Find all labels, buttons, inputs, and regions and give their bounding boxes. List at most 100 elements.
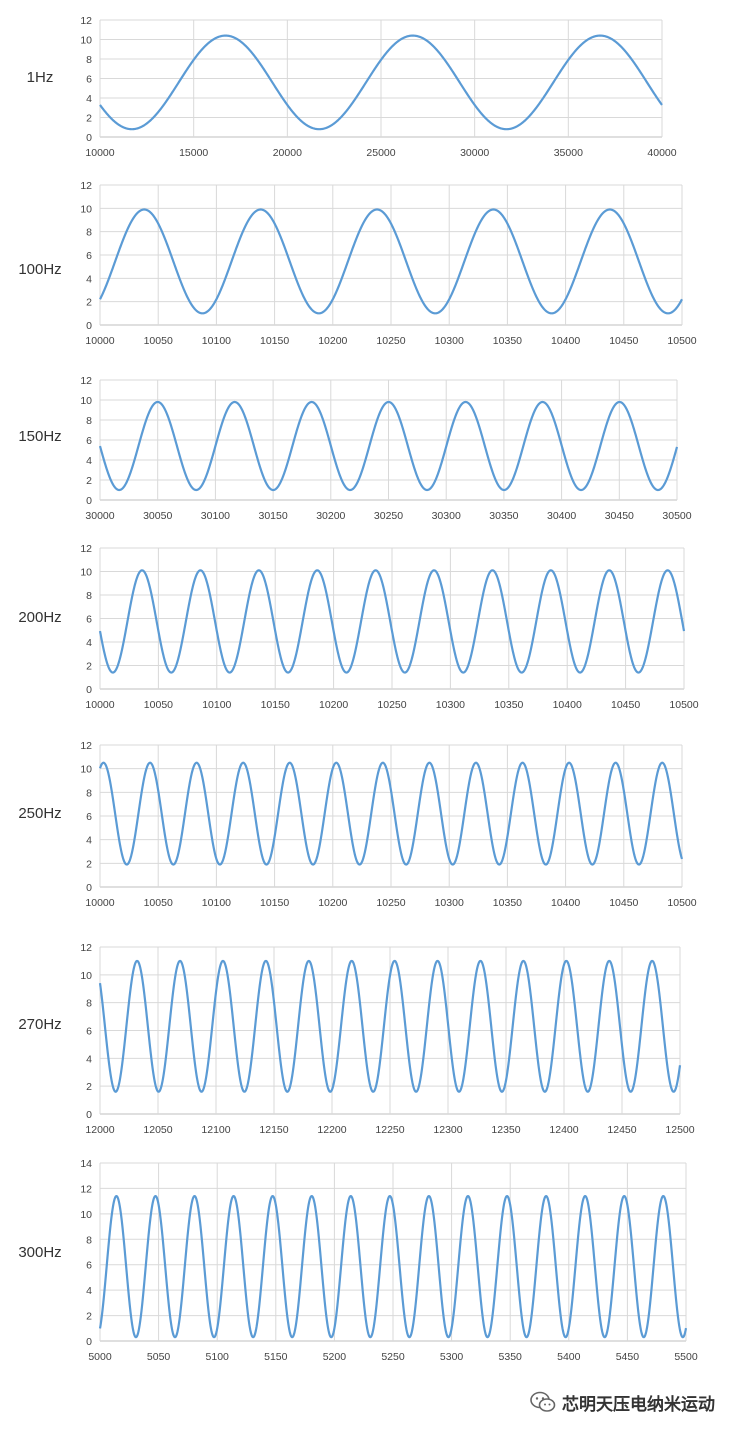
x-tick-label: 10000 [85,335,114,347]
y-tick-label: 10 [80,395,92,407]
series-line [98,959,682,1093]
series-line [98,569,686,674]
y-tick-label: 0 [86,1336,92,1348]
y-tick-label: 6 [86,250,92,262]
x-tick-label: 10150 [260,897,289,909]
x-tick-label: 10000 [85,699,114,711]
x-tick-label: 10200 [318,897,347,909]
x-tick-label: 10350 [493,897,522,909]
x-tick-label: 10300 [436,699,465,711]
series-line [99,208,683,315]
x-tick-label: 5500 [674,1351,698,1363]
y-tick-label: 6 [86,1026,92,1038]
x-tick-label: 12100 [201,1124,230,1136]
x-tick-label: 5300 [440,1351,464,1363]
x-tick-label: 10400 [553,699,582,711]
frequency-label: 150Hz [18,428,61,445]
frequency-label: 1Hz [27,69,54,86]
x-tick-label: 15000 [179,147,208,159]
y-tick-label: 4 [86,637,92,649]
x-tick-label: 5400 [557,1351,581,1363]
x-tick-label: 10000 [85,147,114,159]
y-tick-label: 6 [86,435,92,447]
x-tick-label: 30100 [201,510,230,522]
x-tick-label: 10050 [144,699,173,711]
x-tick-label: 30050 [143,510,172,522]
y-tick-label: 0 [86,132,92,144]
x-tick-label: 10200 [318,335,347,347]
x-tick-label: 10400 [551,897,580,909]
x-tick-label: 30150 [258,510,287,522]
x-tick-label: 12450 [607,1124,636,1136]
y-tick-label: 8 [86,998,92,1010]
series-line [99,34,663,131]
x-tick-label: 30250 [374,510,403,522]
y-tick-label: 12 [80,375,92,387]
y-tick-label: 12 [80,740,92,752]
x-tick-label: 5350 [499,1351,523,1363]
x-tick-label: 10350 [494,699,523,711]
x-tick-label: 10100 [202,897,231,909]
y-tick-label: 8 [86,54,92,66]
y-tick-label: 0 [86,320,92,332]
watermark-text: 芯明天压电纳米运动 [562,1394,715,1415]
x-tick-label: 10300 [435,335,464,347]
x-tick-label: 10250 [376,897,405,909]
watermark: 芯明天压电纳米运动 [530,1387,745,1417]
y-tick-label: 8 [86,1234,92,1246]
x-tick-label: 30350 [489,510,518,522]
frequency-label: 270Hz [18,1016,61,1033]
y-tick-label: 4 [86,1053,92,1065]
x-tick-label: 40000 [647,147,676,159]
x-tick-label: 10500 [667,897,696,909]
y-tick-label: 2 [86,1311,92,1323]
y-tick-label: 8 [86,787,92,799]
y-tick-label: 10 [80,203,92,215]
series-line [98,1194,688,1339]
x-tick-label: 30450 [605,510,634,522]
chart-150hz: 150Hz 0 2 4 6 8 10 12 30000 30050 30100 30150 30200 3… [18,375,691,522]
chart-200hz: 200Hz 0 2 4 6 8 10 12 10000 10050 10100 10150 10200 1… [18,543,698,711]
x-tick-label: 10150 [261,699,290,711]
y-tick-label: 10 [80,35,92,47]
y-tick-label: 0 [86,882,92,894]
y-tick-label: 4 [86,273,92,285]
x-tick-label: 30200 [316,510,345,522]
x-tick-label: 12000 [85,1124,114,1136]
x-tick-label: 10000 [85,897,114,909]
x-tick-label: 10350 [493,335,522,347]
x-tick-label: 5150 [264,1351,288,1363]
x-tick-label: 10500 [667,335,696,347]
y-tick-label: 2 [86,297,92,309]
y-tick-label: 2 [86,475,92,487]
y-tick-label: 4 [86,455,92,467]
x-tick-label: 5200 [323,1351,347,1363]
x-tick-label: 10050 [144,897,173,909]
x-tick-label: 25000 [366,147,395,159]
x-tick-label: 30400 [547,510,576,522]
y-tick-label: 10 [80,1209,92,1221]
y-tick-label: 10 [80,764,92,776]
x-tick-label: 10250 [376,335,405,347]
frequency-label: 200Hz [18,609,61,626]
chart-100hz: 100Hz 0 2 4 6 8 10 12 10000 10050 10100 10150 10200 1… [18,180,696,347]
x-tick-label: 12500 [665,1124,694,1136]
x-tick-label: 10300 [435,897,464,909]
x-tick-label: 12050 [143,1124,172,1136]
x-tick-label: 10200 [319,699,348,711]
x-tick-label: 30300 [432,510,461,522]
x-tick-label: 10450 [611,699,640,711]
y-tick-label: 12 [80,180,92,192]
x-tick-label: 10450 [609,897,638,909]
x-tick-label: 12350 [491,1124,520,1136]
x-tick-label: 5100 [206,1351,230,1363]
y-tick-label: 12 [80,942,92,954]
x-tick-label: 5000 [88,1351,112,1363]
x-tick-label: 10250 [377,699,406,711]
x-tick-label: 5450 [616,1351,640,1363]
x-tick-label: 10150 [260,335,289,347]
y-tick-label: 2 [86,1081,92,1093]
x-tick-label: 10050 [144,335,173,347]
y-tick-label: 0 [86,684,92,696]
